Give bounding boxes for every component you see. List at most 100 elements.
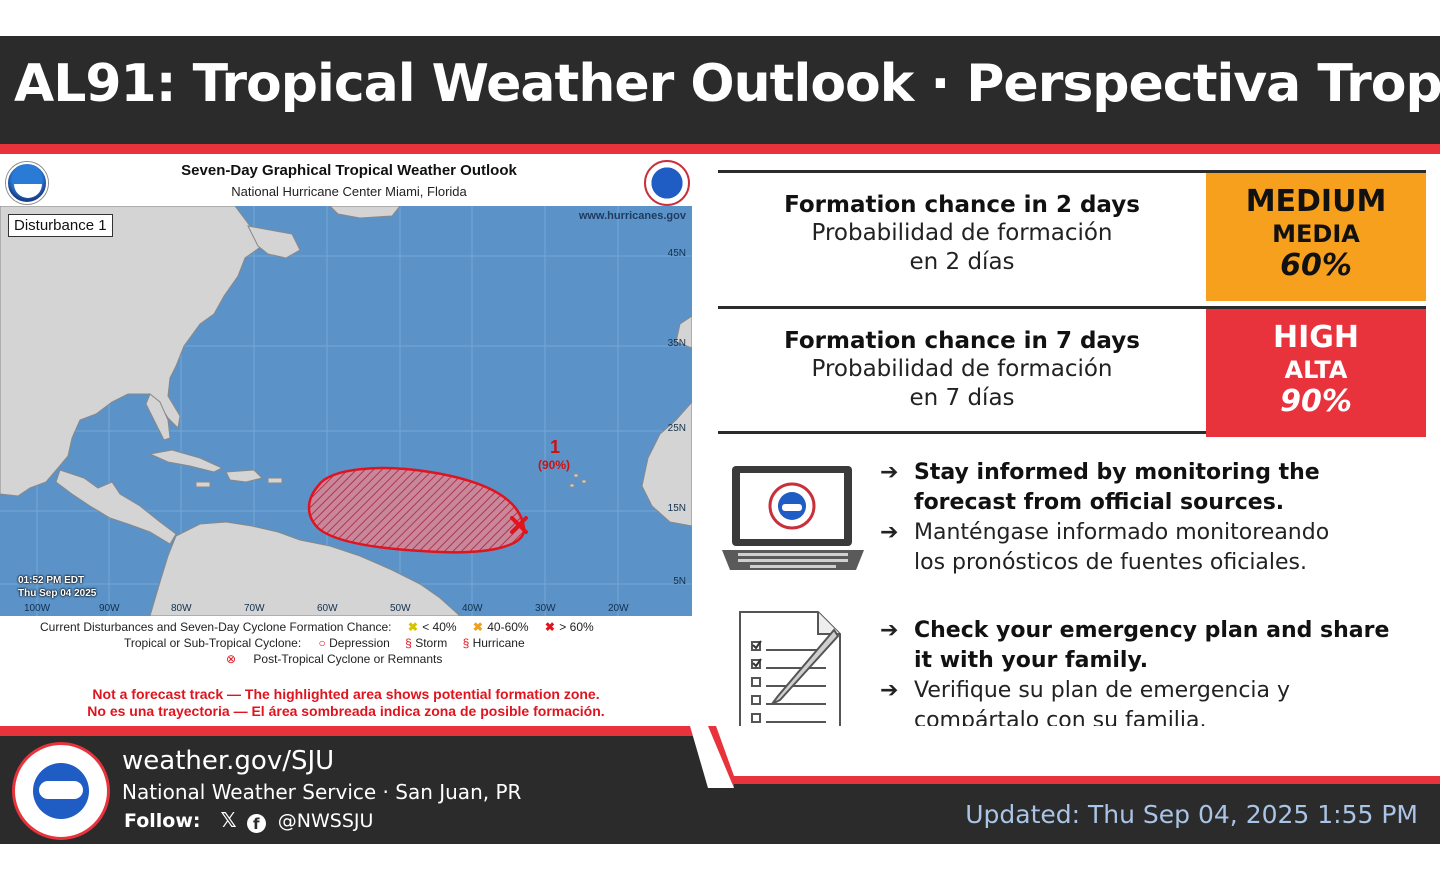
map-legend: Current Disturbances and Seven-Day Cyclo… [0,616,698,686]
low-chance-x-icon: ✖ [407,620,418,634]
formation-chance-2-day-text: Formation chance in 2 days Probabilidad … [718,173,1206,301]
map-subtitle: National Hurricane Center Miami, Florida [231,184,467,199]
legend-row-post-tropical: ⊗ Post-Tropical Cyclone or Remnants [226,652,442,666]
advice-2-es-line-1: Verifique su plan de emergencia y [914,678,1291,703]
formation-area-hatched [307,466,526,554]
footer-slant-divider [690,726,734,788]
lat-label-45n: 45N [667,248,686,259]
formation-chance-2-day: Formation chance in 2 days Probabilidad … [718,170,1426,301]
outlook-map-panel: Seven-Day Graphical Tropical Weather Out… [0,154,698,726]
advice-1-es-line-1: Manténgase informado monitoreando [914,520,1330,545]
map-graphic [0,206,692,616]
chance-2-day-label-es-1: Probabilidad de formación [811,220,1113,246]
disclaimer-es: No es una trayectoria — El área sombread… [87,703,605,719]
south-america-land [149,521,461,616]
map-timestamp-time: 01:52 PM EDT [18,575,85,586]
high-chance-x-icon: ✖ [544,620,555,634]
lon-label-60w: 60W [317,603,338,614]
formation-chance-7-day: Formation chance in 7 days Probabilidad … [718,306,1426,437]
florida-land [145,393,171,441]
cuba-land [148,449,224,473]
chance-2-day-level-en: MEDIUM [1245,184,1387,219]
disturbance-label: Disturbance 1 [8,214,113,237]
africa-land [641,401,692,527]
nws-logo-cloud [39,781,83,799]
social-handle[interactable]: @NWSSJU [277,810,374,832]
nhc-website-label: www.hurricanes.gov [578,210,686,222]
greenland-edge-land [329,206,401,219]
legend-row-formation-chance: Current Disturbances and Seven-Day Cyclo… [40,620,594,634]
arrow-icon: ➔ [880,520,899,545]
social-follow-row: Follow: 𝕏 f @NWSSJU [124,808,373,833]
advice-emergency-plan: ➔ Check your emergency plan and share it… [880,616,1420,736]
chance-7-day-level-es: ALTA [1284,356,1348,384]
advice-1-en: ➔ Stay informed by monitoring the foreca… [880,458,1420,518]
footer-red-stripe-left [0,726,716,736]
chance-7-day-label-en: Formation chance in 7 days [784,328,1140,354]
x-icon[interactable]: 𝕏 [220,808,237,832]
chance-2-day-percent: 60% [1280,248,1352,283]
system-percent-label: (90%) [538,458,571,472]
lon-label-90w: 90W [99,603,120,614]
hispaniola-land [225,469,263,483]
cape-verde-islands [569,473,587,488]
chance-2-day-label-es-2: en 2 días [909,249,1015,275]
hurricane-icon: § [462,636,470,650]
advice-2-en: ➔ Check your emergency plan and share it… [880,616,1420,676]
chance-7-day-label-es-2: en 7 días [909,385,1015,411]
lon-label-100w: 100W [24,603,51,614]
chance-2-day-label-en: Formation chance in 2 days [784,192,1140,218]
chance-2-day-level-box: MEDIUM MEDIA 60% [1206,173,1426,301]
graphic-frame: AL91: Tropical Weather Outlook · Perspec… [0,36,1440,844]
footer-red-stripe-right [716,776,1440,784]
lon-label-20w: 20W [608,603,629,614]
advice-1-en-line-2: forecast from official sources. [914,490,1285,515]
jamaica-land [195,481,211,488]
legend-cyclone-label: Tropical or Sub-Tropical Cyclone: [124,636,302,650]
disturbance-x-marker [510,516,528,534]
advice-2-en-line-1: Check your emergency plan and share [914,618,1390,643]
chance-7-day-label-es-1: Probabilidad de formación [811,356,1113,382]
advice-2-en-line-2: it with your family. [914,648,1149,673]
noaa-logo-icon [6,162,48,204]
lat-label-25n: 25N [667,423,686,434]
facebook-icon[interactable]: f [246,814,266,833]
follow-label: Follow: [124,810,201,832]
website-link[interactable]: weather.gov/SJU [122,746,335,776]
arrow-icon: ➔ [880,618,899,643]
advice-1-es-line-2: los pronósticos de fuentes oficiales. [914,550,1308,575]
map-timestamp: 01:52 PM EDT Thu Sep 04 2025 [18,574,96,600]
system-number-label: 1 [550,437,561,457]
legend-low: < 40% [422,620,457,634]
chance-7-day-level-box: HIGH ALTA 90% [1206,309,1426,437]
chance-7-day-percent: 90% [1280,384,1352,419]
chance-7-day-level-en: HIGH [1272,320,1359,355]
chance-2-day-level-es: MEDIA [1272,220,1360,248]
updated-timestamp: Updated: Thu Sep 04, 2025 1:55 PM [965,800,1418,829]
lon-label-70w: 70W [244,603,265,614]
map-header: Seven-Day Graphical Tropical Weather Out… [0,154,698,206]
map-title: Seven-Day Graphical Tropical Weather Out… [181,162,517,179]
puerto-rico-land [267,477,283,484]
footer-white-panel [716,726,1440,780]
lon-label-80w: 80W [171,603,192,614]
north-america-land [0,206,263,497]
map-disclaimer: Not a forecast track — The highlighted a… [0,686,692,720]
lat-label-35n: 35N [667,338,686,349]
central-america-land [55,469,177,545]
lat-label-15n: 15N [667,503,686,514]
legend-post-tropical: Post-Tropical Cyclone or Remnants [253,652,443,666]
atlantic-canada-land [247,225,301,259]
arrow-icon: ➔ [880,678,899,703]
disclaimer-en: Not a forecast track — The highlighted a… [92,686,600,702]
office-name: National Weather Service · San Juan, PR [122,780,522,804]
nws-seal-small-icon [644,160,690,206]
legend-mid: 40-60% [487,620,529,634]
checklist-icon [739,611,841,741]
legend-storm: Storm [415,636,448,650]
post-tropical-icon: ⊗ [226,652,237,666]
formation-chance-7-day-text: Formation chance in 7 days Probabilidad … [718,309,1206,437]
medium-chance-x-icon: ✖ [472,620,483,634]
iberia-land [675,315,692,349]
title-bar: AL91: Tropical Weather Outlook · Perspec… [0,36,1440,144]
